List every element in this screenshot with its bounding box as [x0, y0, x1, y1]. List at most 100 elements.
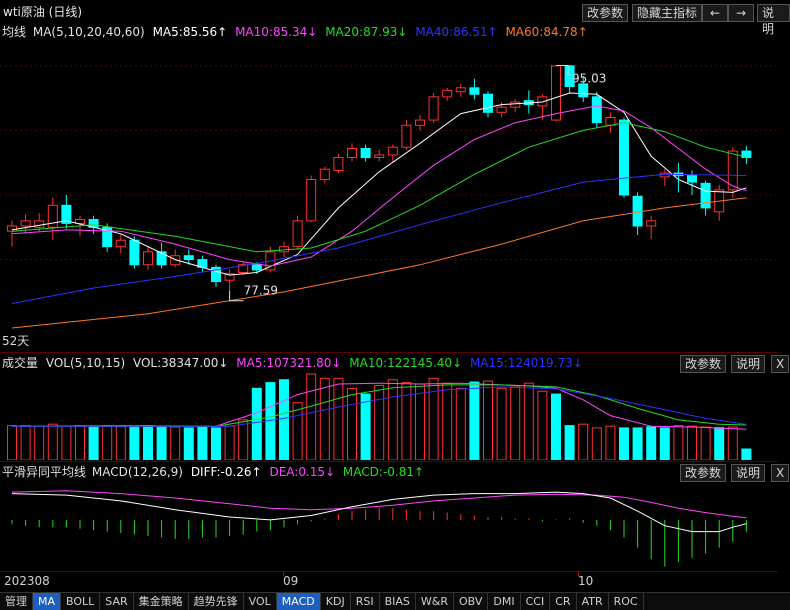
high-marker [556, 64, 569, 76]
candle-body [687, 175, 697, 183]
candle-body [741, 150, 752, 159]
candle-body [646, 220, 657, 227]
low-label: 77.59 [244, 284, 278, 298]
tab-ma[interactable]: MA [33, 593, 62, 610]
panel-separator [0, 352, 778, 353]
ma10-line [11, 105, 747, 267]
macd-close-icon[interactable]: X [771, 464, 790, 482]
x-tick-label: 10 [578, 574, 594, 588]
candle-body [483, 93, 493, 113]
tab-dmi[interactable]: DMI [488, 593, 521, 610]
vol-edit-params-button[interactable]: 改参数 [680, 355, 727, 373]
indicator-tab-bar: 管理 MA BOLL SAR 集金策略 趋势先锋 VOL MACD KDJ RSI BIAS W&R O… [0, 592, 790, 610]
volume-bar [700, 426, 711, 460]
tab-cr[interactable]: CR [550, 593, 577, 610]
tab-obv[interactable]: OBV [454, 593, 489, 610]
volume-bar [34, 425, 45, 460]
volume-chart[interactable] [0, 370, 778, 460]
volume-bar [510, 386, 521, 460]
volume-bar [741, 448, 752, 460]
candle-body [47, 204, 58, 228]
candle-body [496, 106, 507, 113]
tab-atr[interactable]: ATR [577, 593, 609, 610]
volume-bar [102, 425, 113, 460]
volume-bar [197, 425, 208, 460]
vol-value: VOL:38347.00↓ [132, 356, 229, 370]
tab-kdj[interactable]: KDJ [321, 593, 351, 610]
candle-body [129, 239, 140, 266]
diff-value: DIFF:-0.26↑ [190, 465, 262, 479]
vol-ma10-value: MA10:122145.40↓ [349, 356, 463, 370]
tab-[interactable]: 趋势先锋 [189, 593, 244, 610]
arrow-right-icon[interactable]: → [728, 4, 754, 22]
volume-bar [333, 377, 344, 460]
ma-params: MA(5,10,20,40,60) [32, 25, 145, 39]
candle-body [34, 220, 45, 228]
corner-52d-label: 52天 [2, 334, 30, 348]
macd-label: 平滑异同平均线 [2, 465, 87, 479]
ma20-line [11, 122, 747, 253]
panel-separator [0, 461, 778, 462]
ma-label: 均线 [2, 25, 27, 39]
candle-body [401, 124, 412, 148]
help-button[interactable]: 说明 [757, 4, 790, 36]
volume-bar [632, 427, 643, 460]
candle-body [605, 117, 616, 126]
hide-main-indicator-button[interactable]: 隐藏主指标 [632, 4, 703, 22]
vol-help-button[interactable]: 说明 [731, 355, 766, 373]
macd-chart[interactable] [0, 479, 778, 571]
tab-boll[interactable]: BOLL [61, 593, 101, 610]
edit-params-button[interactable]: 改参数 [582, 4, 629, 22]
candle-body [455, 87, 466, 93]
candle-body [115, 239, 126, 248]
tab-rsi[interactable]: RSI [351, 593, 380, 610]
candle-body [374, 154, 385, 159]
vol-close-icon[interactable]: X [771, 355, 790, 373]
candle-body [415, 119, 425, 126]
volume-bar [483, 380, 493, 460]
arrow-left-icon[interactable]: ← [702, 4, 728, 22]
volume-bar [75, 425, 85, 460]
volume-bar [659, 427, 670, 460]
candle-body [387, 146, 398, 156]
candle-body [170, 255, 181, 266]
volume-bar [401, 382, 412, 460]
volume-bar [183, 427, 194, 460]
volume-bar [20, 425, 31, 460]
tab-[interactable]: 管理 [0, 593, 33, 610]
tab-roc[interactable]: ROC [609, 593, 644, 610]
volume-bar [646, 426, 657, 460]
tab-[interactable]: 集金策略 [134, 593, 189, 610]
tab-w-r[interactable]: W&R [416, 593, 454, 610]
volume-bar [605, 425, 616, 460]
candle-body [428, 96, 439, 121]
candle-body [442, 89, 453, 98]
tab-bias[interactable]: BIAS [380, 593, 416, 610]
tab-cci[interactable]: CCI [521, 593, 551, 610]
candle-body [632, 195, 643, 227]
candle-body [183, 255, 194, 261]
ma60-value: MA60:84.78↑ [505, 25, 588, 39]
candle-body [319, 168, 330, 181]
ma5-value: MA5:85.56↑ [152, 25, 228, 39]
candle-body [211, 266, 221, 283]
candle-body [469, 87, 480, 95]
volume-bar [727, 426, 738, 460]
candle-body [578, 83, 589, 98]
macd-edit-params-button[interactable]: 改参数 [680, 464, 727, 482]
chart-title: wti原油 (日线) [3, 5, 83, 19]
vol-label: 成交量 [2, 356, 39, 370]
candle-body [20, 220, 31, 227]
x-tick [283, 572, 284, 576]
tab-vol[interactable]: VOL [244, 593, 277, 610]
volume-bar [469, 381, 480, 460]
candlestick-chart[interactable]: 95.03 77.59 [0, 40, 778, 350]
volume-bar [251, 387, 262, 460]
tab-macd[interactable]: MACD [276, 593, 321, 610]
tab-sar[interactable]: SAR [100, 593, 134, 610]
candle-body [510, 101, 521, 108]
macd-help-button[interactable]: 说明 [731, 464, 766, 482]
volume-bar [143, 425, 153, 460]
volume-bar [224, 425, 235, 460]
volume-bar [551, 393, 561, 460]
